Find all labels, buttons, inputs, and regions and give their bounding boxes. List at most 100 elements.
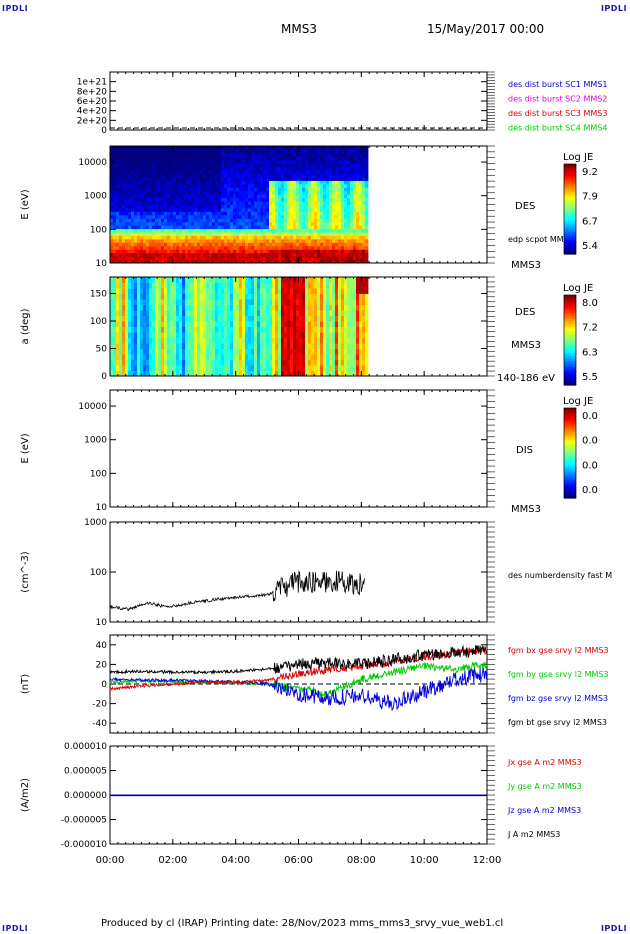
- pitch-cell: [317, 343, 321, 349]
- pitch-cell: [119, 304, 123, 311]
- pitch-cell: [176, 337, 180, 344]
- colorbar-cell: [564, 192, 576, 195]
- spectrogram-cell: [311, 146, 315, 150]
- pitch-cell: [128, 277, 132, 283]
- spectrogram-cell: [266, 159, 270, 164]
- pitch-cell: [221, 348, 225, 355]
- pitch-cell: [272, 304, 276, 311]
- pitch-cell: [290, 282, 294, 289]
- spectrogram-cell: [245, 190, 249, 195]
- pitch-cell: [308, 321, 312, 327]
- spectrogram-cell: [230, 211, 234, 216]
- pitch-cell: [326, 277, 330, 283]
- spectrogram-cell: [221, 232, 225, 236]
- spectrogram-cell: [359, 204, 363, 209]
- pitch-cell: [323, 348, 327, 355]
- spectrogram-cell: [320, 218, 324, 223]
- spectrogram-cell: [143, 242, 147, 247]
- spectrogram-cell: [128, 211, 132, 216]
- spectrogram-cell: [152, 228, 156, 233]
- spectrogram-cell: [332, 194, 336, 199]
- spectrogram-cell: [242, 159, 246, 164]
- pitch-cell: [146, 343, 150, 349]
- spectrogram-cell: [308, 235, 312, 240]
- spectrogram-cell: [344, 159, 348, 164]
- spectrogram-cell: [218, 166, 222, 171]
- pitch-cell: [344, 304, 348, 311]
- spectrogram-cell: [230, 221, 234, 226]
- spectrogram-cell: [140, 176, 144, 181]
- corner-label-top-right: IPDLI: [600, 4, 627, 13]
- pitch-cell: [299, 326, 303, 333]
- spectrogram-cell: [278, 228, 282, 233]
- pitch-cell: [329, 337, 333, 344]
- spectrogram-cell: [215, 201, 219, 205]
- spectrogram-cell: [212, 159, 216, 164]
- spectrogram-cell: [344, 152, 348, 157]
- pitch-cell: [197, 304, 201, 311]
- spectrogram-cell: [146, 238, 150, 243]
- spectrogram-cell: [302, 238, 306, 243]
- spectrogram-cell: [275, 201, 279, 205]
- spectrogram-cell: [134, 194, 138, 199]
- spectrogram-cell: [137, 204, 141, 209]
- pitch-cell: [275, 337, 279, 344]
- spectrogram-cell: [338, 218, 342, 223]
- spectrogram-cell: [131, 149, 135, 154]
- pitch-cell: [302, 354, 306, 360]
- spectrogram-cell: [191, 214, 195, 219]
- pitch-cell: [233, 288, 237, 294]
- spectrogram-cell: [296, 221, 300, 226]
- spectrogram-cell: [206, 214, 210, 219]
- spectrogram-cell: [266, 225, 270, 230]
- spectrogram-cell: [329, 249, 333, 254]
- pitch-cell: [227, 277, 231, 283]
- pitch-cell: [269, 348, 273, 355]
- spectrogram-cell: [140, 242, 144, 247]
- pitch-cell: [341, 326, 345, 333]
- pitch-cell: [263, 293, 267, 300]
- spectrogram-cell: [326, 207, 330, 212]
- spectrogram-cell: [116, 183, 120, 188]
- spectrogram-cell: [338, 173, 342, 178]
- pitch-cell: [194, 332, 198, 338]
- spectrogram-cell: [212, 242, 216, 247]
- spectrogram-cell: [290, 187, 294, 192]
- pitch-cell: [227, 343, 231, 349]
- spectrogram-cell: [173, 201, 177, 205]
- spectrogram-cell: [179, 149, 183, 154]
- pitch-cell: [260, 293, 264, 300]
- spectrogram-cell: [323, 201, 327, 205]
- spectrogram-cell: [347, 225, 351, 230]
- pitch-cell: [314, 321, 318, 327]
- spectrogram-cell: [239, 187, 243, 192]
- spectrogram-cell: [158, 187, 162, 192]
- spectrogram-cell: [311, 232, 315, 236]
- spectrogram-cell: [158, 232, 162, 236]
- spectrogram-cell: [335, 149, 339, 154]
- spectrogram-cell: [269, 156, 273, 161]
- pitch-cell: [251, 354, 255, 360]
- spectrogram-cell: [344, 156, 348, 161]
- spectrogram-cell: [122, 228, 126, 233]
- spectrogram-cell: [272, 180, 276, 185]
- pitch-cell: [245, 348, 249, 355]
- spectrogram-cell: [266, 152, 270, 157]
- spectrogram-cell: [179, 214, 183, 219]
- pitch-cell: [248, 348, 252, 355]
- spectrogram-cell: [227, 170, 231, 175]
- pitch-cell: [158, 365, 162, 371]
- pitch-cell: [221, 310, 225, 316]
- spectrogram-cell: [344, 163, 348, 168]
- pitch-cell: [143, 299, 147, 305]
- spectrogram-cell: [164, 180, 168, 185]
- pitch-cell: [353, 343, 357, 349]
- spectrogram-cell: [275, 170, 279, 175]
- pitch-cell: [254, 326, 258, 333]
- pitch-cell: [326, 293, 330, 300]
- spectrogram-cell: [170, 228, 174, 233]
- spectrogram-cell: [161, 201, 165, 205]
- spectrogram-cell: [236, 249, 240, 254]
- spectrogram-cell: [167, 204, 171, 209]
